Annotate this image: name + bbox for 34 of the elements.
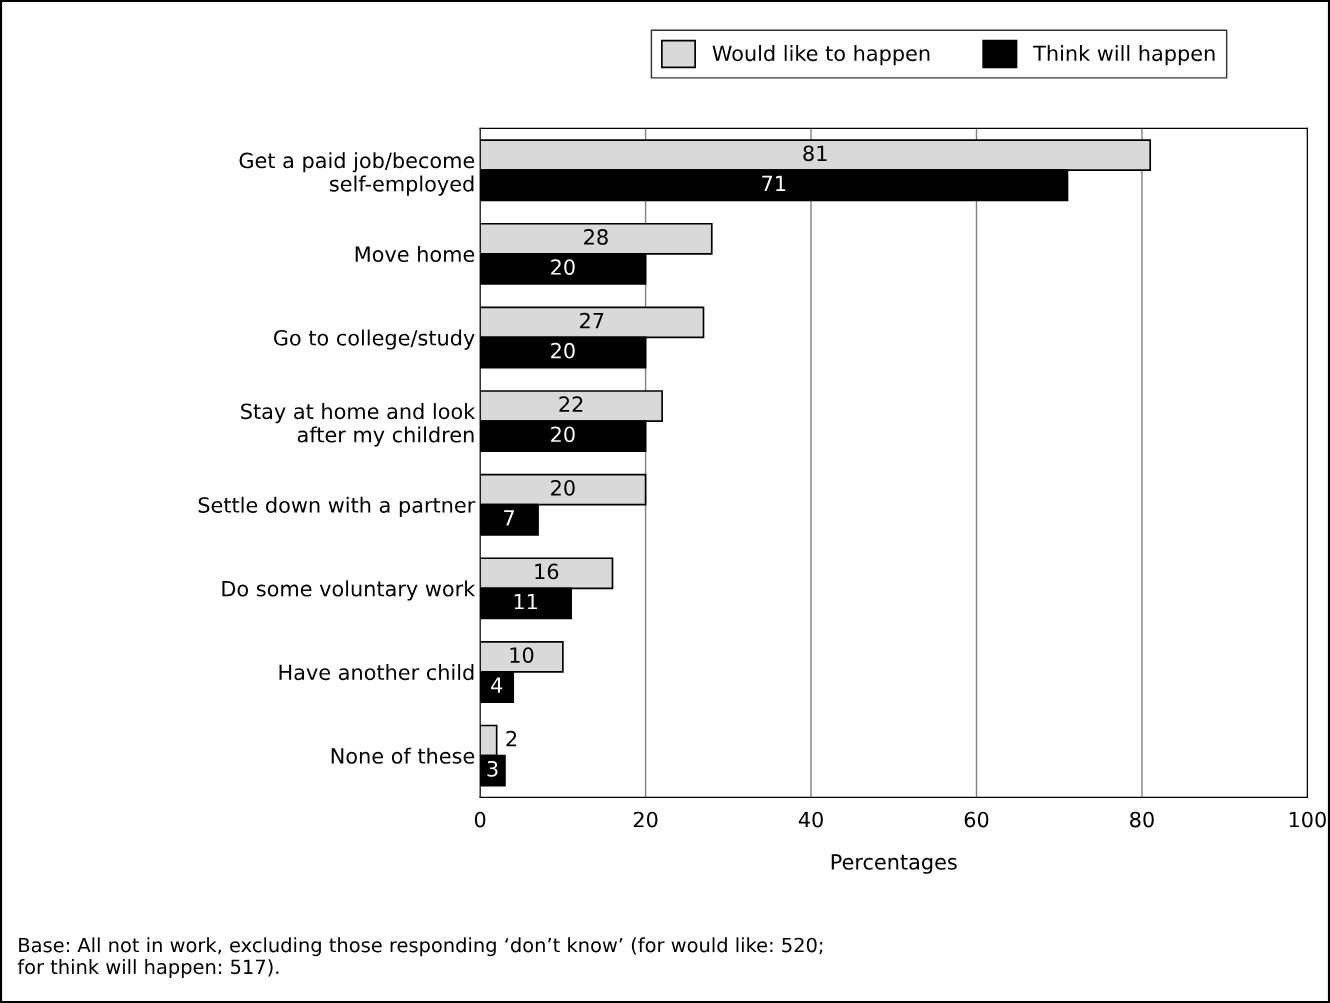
x-tick-label: 20 [633, 811, 658, 828]
x-tick-label: 40 [798, 811, 823, 828]
y-tick-label: Stay at home and look after my children [241, 403, 476, 447]
y-tick-label: None of these [331, 747, 475, 764]
data-label: 27 [580, 312, 604, 329]
y-tick-label: Have another child [279, 664, 474, 681]
data-label: 11 [514, 593, 537, 610]
data-label: 10 [510, 647, 534, 663]
x-tick-label: 0 [474, 811, 486, 828]
y-tick-label: Get a paid job/become self-employed [239, 152, 475, 196]
data-label: 20 [551, 259, 575, 275]
y-tick-label: Do some voluntary work [222, 580, 476, 601]
x-tick-label: 80 [1130, 811, 1154, 828]
data-label: 7 [504, 510, 514, 526]
y-tick-label: Settle down with a partner [198, 496, 476, 517]
text: Base: All not in work, excluding those responding ‘don’t know’ (for would like: 520; for think will happen: 517). [17, 937, 823, 978]
legend-label: Think will happen [1033, 45, 1215, 66]
data-label: 71 [762, 175, 786, 191]
data-label: 28 [584, 229, 608, 245]
data-label: 20 [551, 342, 575, 359]
data-label: 22 [559, 396, 583, 412]
data-label: 20 [551, 426, 575, 443]
data-label: 20 [551, 479, 575, 496]
data-label: 4 [491, 677, 503, 693]
legend-label: Would like to happen [712, 45, 930, 66]
data-label: 16 [535, 563, 559, 580]
y-tick-label: Move home [355, 245, 475, 263]
data-label: 2 [506, 730, 517, 747]
data-label: 3 [487, 760, 498, 777]
data-label: 81 [803, 145, 827, 162]
x-tick-label: 100 [1289, 811, 1326, 828]
y-tick-label: Go to college/study [273, 329, 475, 350]
x-axis-title: Percentages [831, 854, 957, 874]
x-tick-label: 60 [964, 811, 989, 828]
